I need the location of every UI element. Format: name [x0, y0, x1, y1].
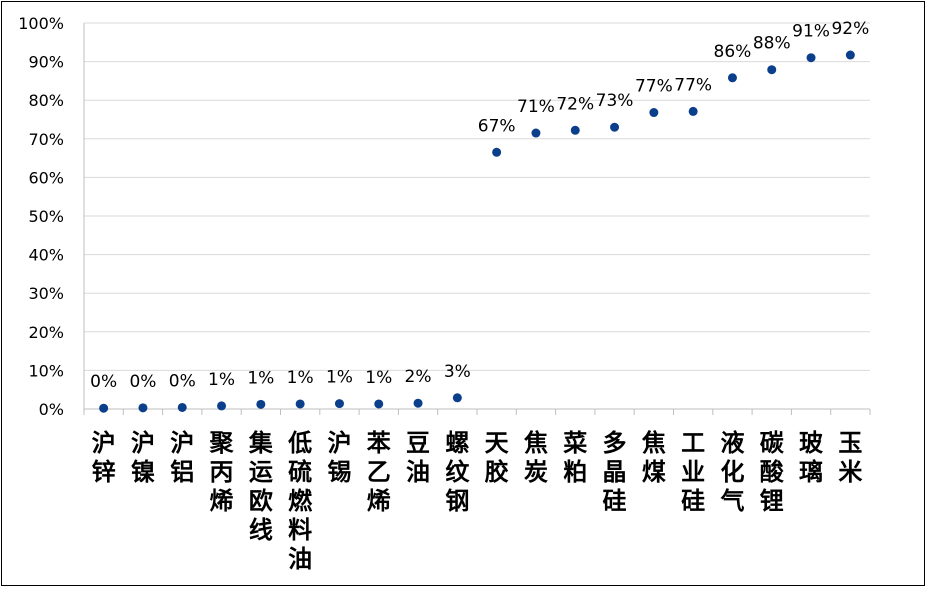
data-point	[492, 147, 502, 157]
data-point	[806, 53, 816, 63]
data-point	[138, 403, 148, 413]
data-label: 77%	[674, 75, 712, 95]
category-label: 沪锌	[92, 429, 116, 486]
category-label: 玉米	[838, 429, 862, 486]
data-label: 77%	[635, 77, 673, 97]
category-label: 豆油	[406, 429, 430, 486]
data-point	[413, 398, 423, 408]
data-point	[256, 399, 266, 409]
data-label: 71%	[517, 97, 555, 117]
y-tick-labels: 0% 10% 20% 30% 40% 50% 60% 70% 80% 90% 100%	[18, 14, 64, 419]
data-label: 67%	[478, 116, 516, 136]
category-label: 沪铝	[170, 429, 194, 486]
y-tick-label: 90%	[28, 53, 64, 72]
data-label: 1%	[365, 368, 392, 388]
category-label: 苯乙烯	[366, 429, 391, 515]
category-label: 液化气	[719, 429, 744, 515]
data-point	[845, 50, 855, 60]
data-labels: 0% 0% 0% 1% 1% 1% 1% 1% 2% 3%67%71% 72% 73%77% 77%86…	[90, 19, 869, 392]
data-points	[99, 50, 855, 413]
data-label: 3%	[444, 362, 471, 382]
data-label: 1%	[208, 370, 235, 390]
category-label: 焦炭	[524, 429, 548, 486]
data-point	[610, 122, 620, 132]
data-label: 1%	[326, 368, 353, 388]
gridlines	[84, 22, 870, 371]
category-label: 天胶	[485, 429, 509, 486]
data-point	[177, 402, 187, 412]
y-tick-label: 80%	[28, 91, 64, 110]
category-label: 多晶硅	[603, 429, 627, 515]
data-label: 0%	[129, 372, 156, 392]
data-point	[452, 393, 462, 403]
category-label: 焦煤	[642, 429, 666, 486]
y-tick-label: 10%	[28, 361, 64, 380]
y-tick-label: 20%	[28, 323, 64, 342]
data-point	[649, 108, 659, 118]
data-point	[217, 401, 227, 411]
data-label: 1%	[247, 368, 274, 388]
data-point	[334, 399, 344, 409]
data-label: 0%	[169, 371, 196, 391]
y-tick-label: 40%	[28, 246, 64, 265]
category-label: 螺纹钢	[445, 429, 470, 515]
category-label: 菜粕	[562, 429, 587, 486]
y-tick-label: 50%	[28, 207, 64, 226]
data-point	[295, 399, 305, 409]
data-label: 0%	[90, 372, 117, 392]
y-tick-label: 0%	[39, 400, 64, 419]
category-label: 沪锡	[327, 429, 351, 486]
data-label: 1%	[287, 368, 314, 388]
category-label: 低硫燃料油	[287, 429, 313, 573]
data-point	[570, 125, 580, 135]
y-tick-label: 100%	[18, 14, 64, 33]
data-point	[767, 65, 777, 75]
category-label: 碳酸锂	[760, 429, 785, 515]
data-label: 91%	[792, 22, 830, 42]
data-label: 73%	[596, 91, 634, 111]
data-label: 2%	[405, 367, 432, 387]
category-label: 沪镍	[131, 429, 155, 486]
category-label: 聚丙烯	[209, 429, 235, 515]
category-label: 玻璃	[799, 429, 824, 486]
data-label: 88%	[753, 34, 791, 54]
category-labels: 沪锌沪镍沪铝聚丙烯集运欧线低硫燃料油沪锡苯乙烯豆油螺纹钢天胶焦炭菜粕多晶硅焦煤工…	[92, 429, 863, 573]
data-point	[531, 128, 541, 138]
category-label: 工业硅	[681, 429, 705, 515]
data-point	[727, 73, 737, 83]
y-tick-label: 70%	[28, 130, 64, 149]
axes	[83, 23, 871, 415]
data-point	[99, 403, 109, 413]
y-tick-label: 30%	[28, 284, 64, 303]
data-point	[374, 399, 384, 409]
data-point	[688, 106, 698, 116]
category-label: 集运欧线	[248, 429, 274, 544]
data-label: 72%	[556, 94, 594, 114]
data-label: 86%	[714, 42, 752, 62]
y-tick-label: 60%	[28, 168, 64, 187]
data-label: 92%	[831, 19, 869, 39]
